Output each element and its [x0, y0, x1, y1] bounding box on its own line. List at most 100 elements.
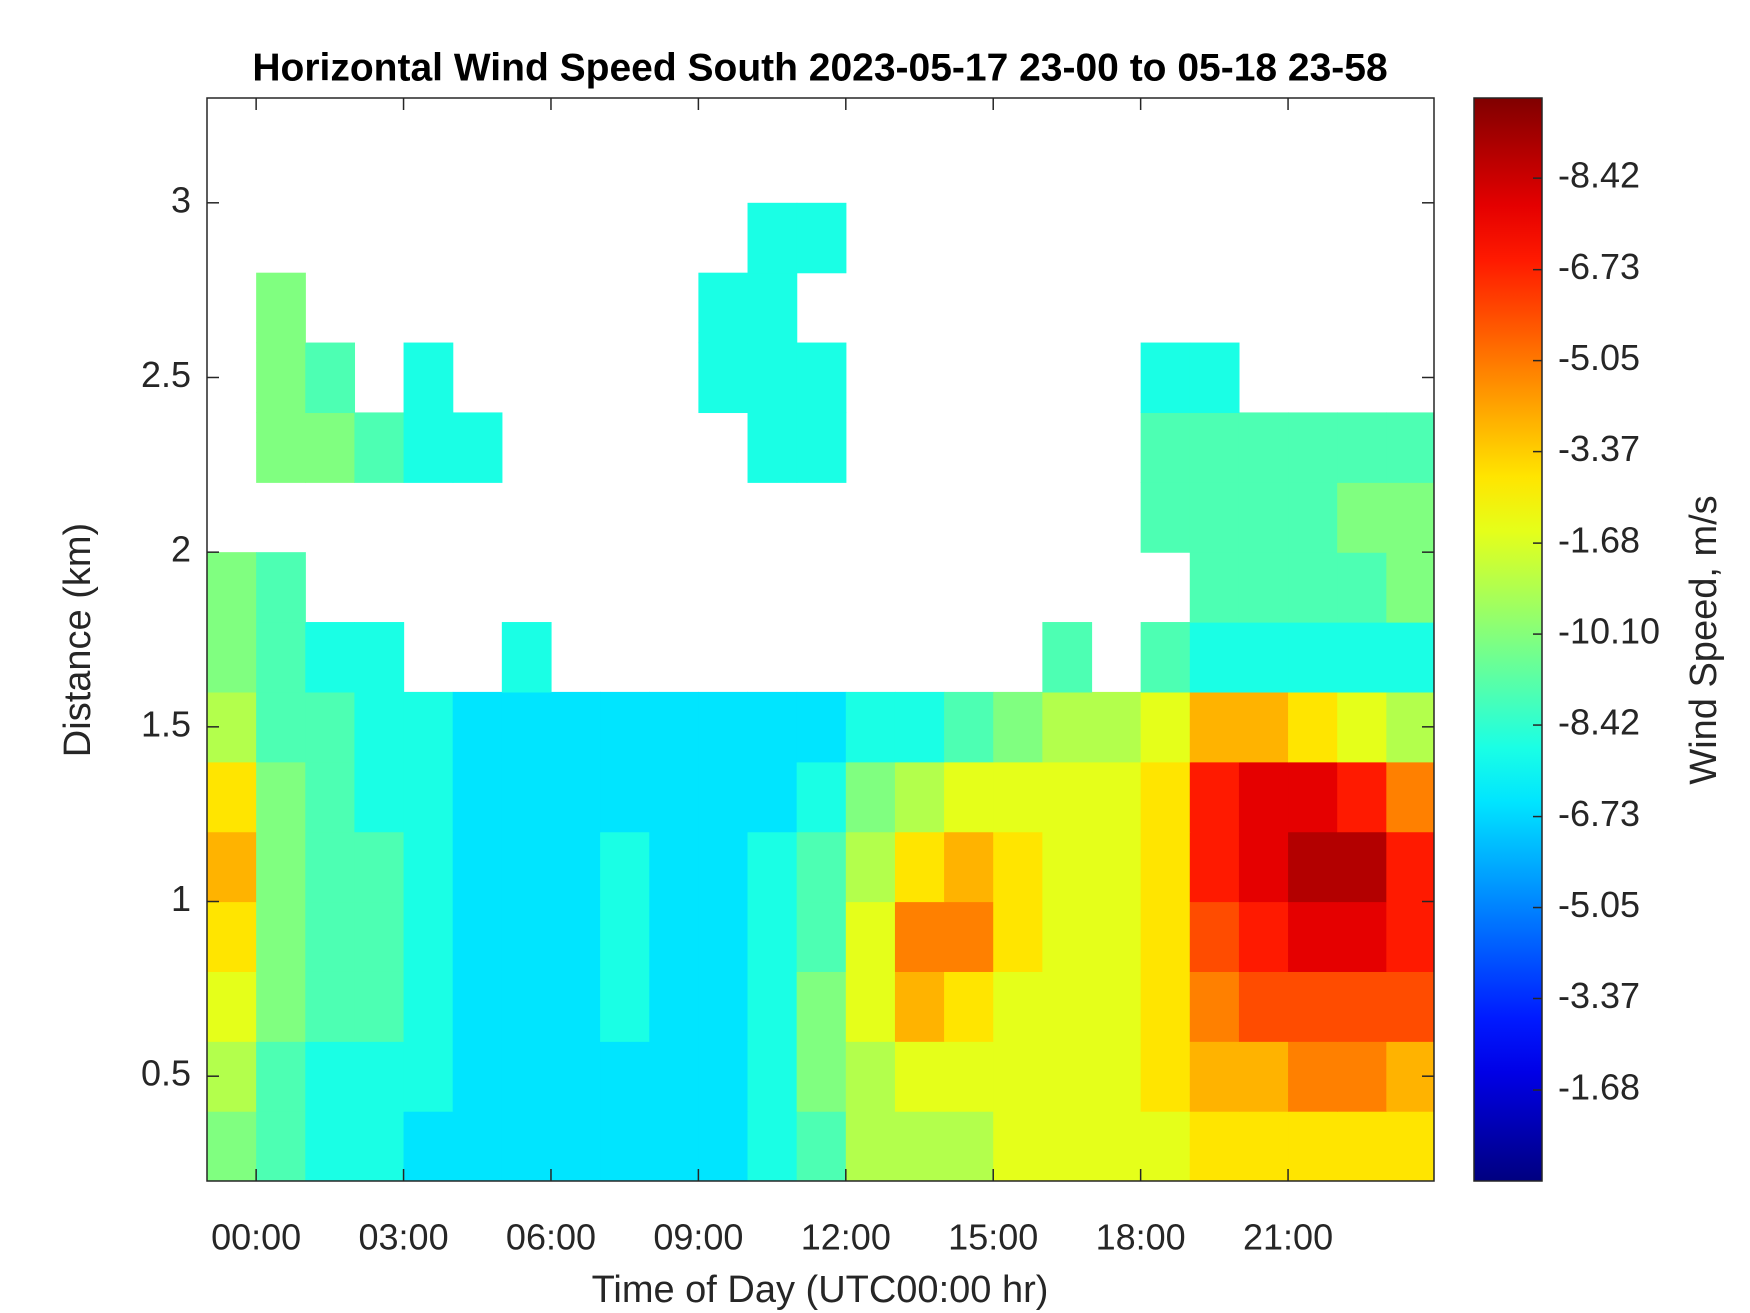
heatmap-cell [796, 1041, 847, 1112]
heatmap-cell [1140, 691, 1191, 763]
heatmap-cell [305, 622, 356, 693]
heatmap-cell [1386, 971, 1434, 1042]
heatmap-cell [452, 831, 503, 903]
heatmap-cell [845, 831, 896, 903]
heatmap-cell [1189, 1041, 1240, 1112]
heatmap-cell [993, 691, 1043, 763]
heatmap-cell [698, 1111, 749, 1181]
heatmap-cell [550, 1111, 601, 1181]
heatmap-cell [354, 901, 405, 972]
heatmap-cell [550, 901, 601, 972]
heatmap-cell [944, 1041, 994, 1112]
heatmap-cell [403, 831, 454, 903]
heatmap-cell [1288, 482, 1338, 553]
heatmap-cell [894, 831, 945, 903]
heatmap-cell [550, 691, 601, 763]
heatmap-cell [1042, 831, 1093, 903]
heatmap-cell [1140, 482, 1191, 553]
heatmap-cell [452, 901, 503, 972]
heatmap-cell [207, 901, 257, 972]
heatmap-cell [1189, 412, 1240, 483]
heatmap-cell [894, 1111, 945, 1181]
heatmap-cell [698, 342, 749, 414]
colorbar-tick-label: -3.37 [1558, 428, 1640, 469]
colorbar-label: Wind Speed, m/s [1683, 495, 1725, 784]
heatmap-cell [698, 971, 749, 1042]
x-tick-label: 03:00 [359, 1217, 449, 1258]
heatmap-cell [207, 971, 257, 1042]
colorbar-tick-label: -8.42 [1558, 702, 1640, 743]
heatmap-cell [747, 412, 798, 483]
heatmap-cell [894, 691, 945, 763]
heatmap-cell [747, 1111, 798, 1181]
heatmap-cell [354, 1111, 405, 1181]
heatmap-cell [1288, 831, 1338, 903]
heatmap-cell [1091, 761, 1142, 833]
x-axis-label: Time of Day (UTC00:00 hr) [592, 1269, 1049, 1311]
heatmap-cell [1238, 761, 1289, 833]
heatmap-cell [501, 971, 552, 1042]
heatmap-cell [1238, 552, 1289, 623]
heatmap-cell [1337, 1111, 1387, 1181]
heatmap-cell [796, 901, 847, 972]
heatmap-cell [1042, 971, 1093, 1042]
heatmap-cell [354, 622, 405, 693]
heatmap-cell [256, 272, 306, 344]
heatmap-cell [1042, 691, 1093, 763]
x-tick-label: 15:00 [948, 1217, 1038, 1258]
heatmap-cell [305, 412, 356, 483]
x-tick-label: 12:00 [801, 1217, 891, 1258]
heatmap-cell [207, 761, 257, 833]
colorbar-tick-label: -5.05 [1558, 337, 1640, 378]
heatmap-cell [207, 622, 257, 693]
heatmap-cell [1288, 761, 1338, 833]
heatmap-cell [796, 761, 847, 833]
heatmap-cell [1189, 971, 1240, 1042]
heatmap-cell [305, 761, 356, 833]
heatmap-cell [550, 1041, 601, 1112]
heatmap-cell [698, 831, 749, 903]
colorbar-tick-label: -10.10 [1558, 611, 1660, 652]
heatmap-cell [1337, 971, 1387, 1042]
heatmap-cell [403, 412, 454, 483]
heatmap-cell [256, 971, 306, 1042]
y-tick-label: 0.5 [141, 1053, 191, 1094]
heatmap-cell [1288, 412, 1338, 483]
heatmap-cell [256, 412, 306, 483]
heatmap-cell [894, 971, 945, 1042]
y-tick-label: 1.5 [141, 703, 191, 744]
heatmap-cell [501, 1041, 552, 1112]
y-tick-label: 1 [171, 878, 191, 919]
heatmap-cell [1337, 691, 1387, 763]
heatmap-cell [796, 342, 847, 414]
heatmap-cell [501, 1111, 552, 1181]
heatmap-cell [305, 901, 356, 972]
heatmap-cell [550, 971, 601, 1042]
heatmap-cell [1189, 622, 1240, 693]
heatmap-cell [256, 342, 306, 414]
heatmap-cell [256, 691, 306, 763]
heatmap-cell [894, 901, 945, 972]
colorbar-tick-label: -6.73 [1558, 246, 1640, 287]
heatmap-cell [1238, 691, 1289, 763]
heatmap-cell [1337, 482, 1387, 553]
heatmap-cell [600, 691, 650, 763]
heatmap-cell [1238, 1111, 1289, 1181]
heatmap-cell [649, 761, 699, 833]
heatmap-cell [403, 761, 454, 833]
heatmap-cell [845, 691, 896, 763]
heatmap-cell [600, 831, 650, 903]
heatmap-cell [501, 901, 552, 972]
heatmap-cell [1337, 831, 1387, 903]
heatmap-cell [354, 691, 405, 763]
heatmap-cell [207, 1111, 257, 1181]
heatmap-cell [649, 971, 699, 1042]
heatmap-cell [1091, 691, 1142, 763]
axes: 00:00 03:00 06:00 09:00 12:00 15:00 18:00 21:00… [141, 97, 1660, 1258]
colorbar-tick-label: -6.73 [1558, 793, 1640, 834]
y-tick-label: 3 [171, 179, 191, 220]
heatmap-cell [747, 761, 798, 833]
heatmap-cell [600, 1041, 650, 1112]
heatmap-cell [1189, 342, 1240, 414]
heatmap-cell [600, 971, 650, 1042]
